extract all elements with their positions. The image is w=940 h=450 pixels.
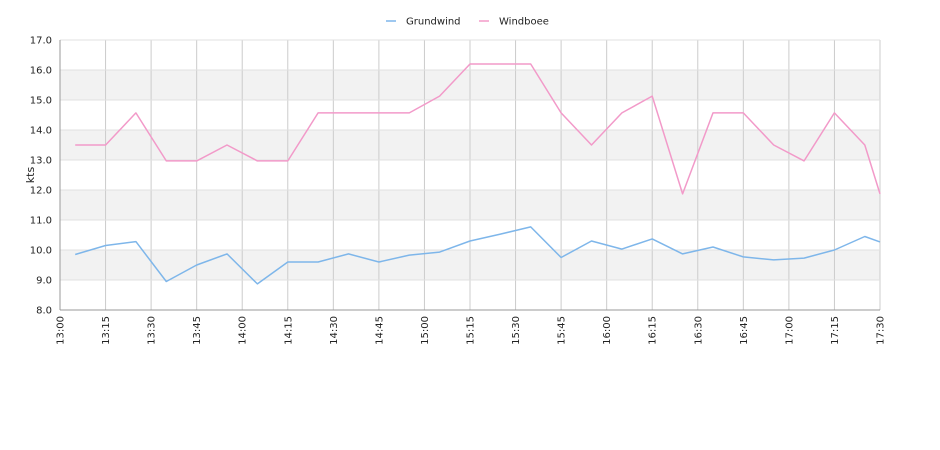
x-tick-label: 17:30 xyxy=(876,316,887,345)
x-tick-label: 14:45 xyxy=(374,316,385,345)
y-tick-label: 14.0 xyxy=(30,126,52,137)
x-tick-label: 15:15 xyxy=(466,316,477,345)
series-lines xyxy=(74,63,881,285)
y-tick-label: 16.0 xyxy=(30,66,52,77)
y-tick-label: 8.0 xyxy=(36,306,52,317)
series-line-windboee xyxy=(75,63,881,195)
series-line-grundwind xyxy=(74,226,881,285)
y-tick-label: 10.0 xyxy=(30,246,52,257)
axes xyxy=(59,40,880,311)
y-tick-label: 9.0 xyxy=(36,276,52,287)
x-tick-label: 15:30 xyxy=(511,316,522,345)
y-tick-label: 15.0 xyxy=(30,96,52,107)
x-tick-label: 14:00 xyxy=(238,316,249,345)
y-tick-label: 17.0 xyxy=(30,36,52,47)
x-tick-label: 15:00 xyxy=(420,316,431,345)
legend-label: Grundwind xyxy=(406,17,461,28)
horizontal-gridlines xyxy=(60,39,880,311)
x-tick-label: 16:45 xyxy=(739,316,750,345)
x-tick-label: 13:45 xyxy=(192,316,203,345)
x-tick-label: 15:45 xyxy=(557,316,568,345)
x-tick-label: 13:30 xyxy=(147,316,158,345)
legend: Grundwind Windboee xyxy=(386,17,549,28)
x-tick-label: 14:30 xyxy=(329,316,340,345)
y-tick-label: 13.0 xyxy=(30,156,52,167)
x-tick-label: 17:15 xyxy=(830,316,841,345)
y-tick-label: 12.0 xyxy=(30,186,52,197)
x-tick-label: 13:00 xyxy=(56,316,67,345)
x-tick-label: 16:00 xyxy=(602,316,613,345)
x-tick-label: 14:15 xyxy=(283,316,294,345)
y-axis-label: kts xyxy=(24,167,37,184)
x-tick-labels: 13:00 13:15 13:30 13:45 14:00 14:15 14:30 14:45… xyxy=(56,316,887,345)
x-tick-label: 16:15 xyxy=(648,316,659,345)
legend-label: Windboee xyxy=(499,17,549,28)
y-tick-labels: 8.0 9.0 10.0 11.0 12.0 13.0 14.0 15.0 16.0 17.0 xyxy=(30,36,52,317)
x-tick-label: 16:30 xyxy=(693,316,704,345)
x-tick-label: 13:15 xyxy=(101,316,112,345)
y-tick-label: 11.0 xyxy=(30,216,52,227)
x-tick-label: 17:00 xyxy=(784,316,795,345)
